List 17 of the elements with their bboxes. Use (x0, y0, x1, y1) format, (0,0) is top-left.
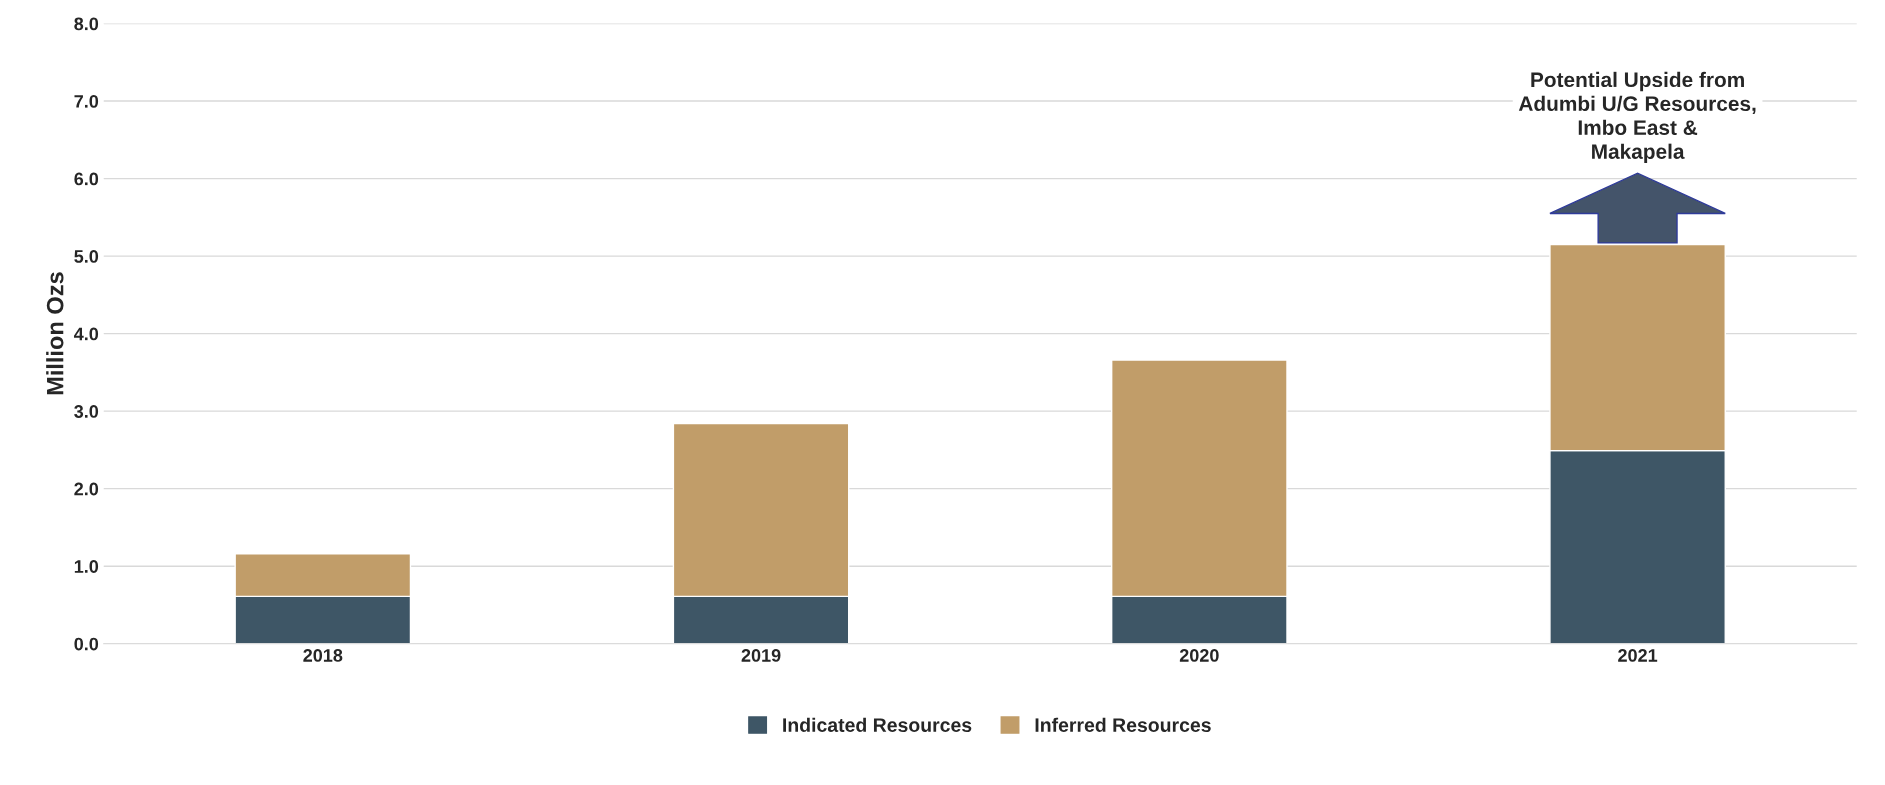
x-tick-label: 2021 (1618, 649, 1658, 662)
x-tick-label: 2020 (1179, 649, 1219, 662)
y-axis-title: Million Ozs (46, 272, 64, 395)
y-tick-label: 7.0 (74, 95, 99, 108)
y-tick-label: 1.0 (74, 560, 99, 573)
annotation: Potential Upside from Adumbi U/G Resources, Imbo East & Makapela (1518, 71, 1756, 164)
y-tick-label: 4.0 (73, 327, 99, 341)
y-tick-label: 6.0 (74, 172, 99, 186)
y-tick-label: 0.0 (74, 637, 99, 651)
x-tick-label: 2018 (303, 649, 343, 662)
y-tick-label: 2.0 (74, 482, 99, 496)
y-tick-label: 5.0 (74, 250, 99, 263)
legend-label: Indicated Resources (783, 717, 972, 732)
x-tick-label: 2019 (741, 649, 781, 662)
y-tick-label: 8.0 (74, 17, 99, 31)
legend-label: Inferred Resources (1035, 717, 1211, 732)
y-tick-label: 3.0 (74, 405, 99, 418)
